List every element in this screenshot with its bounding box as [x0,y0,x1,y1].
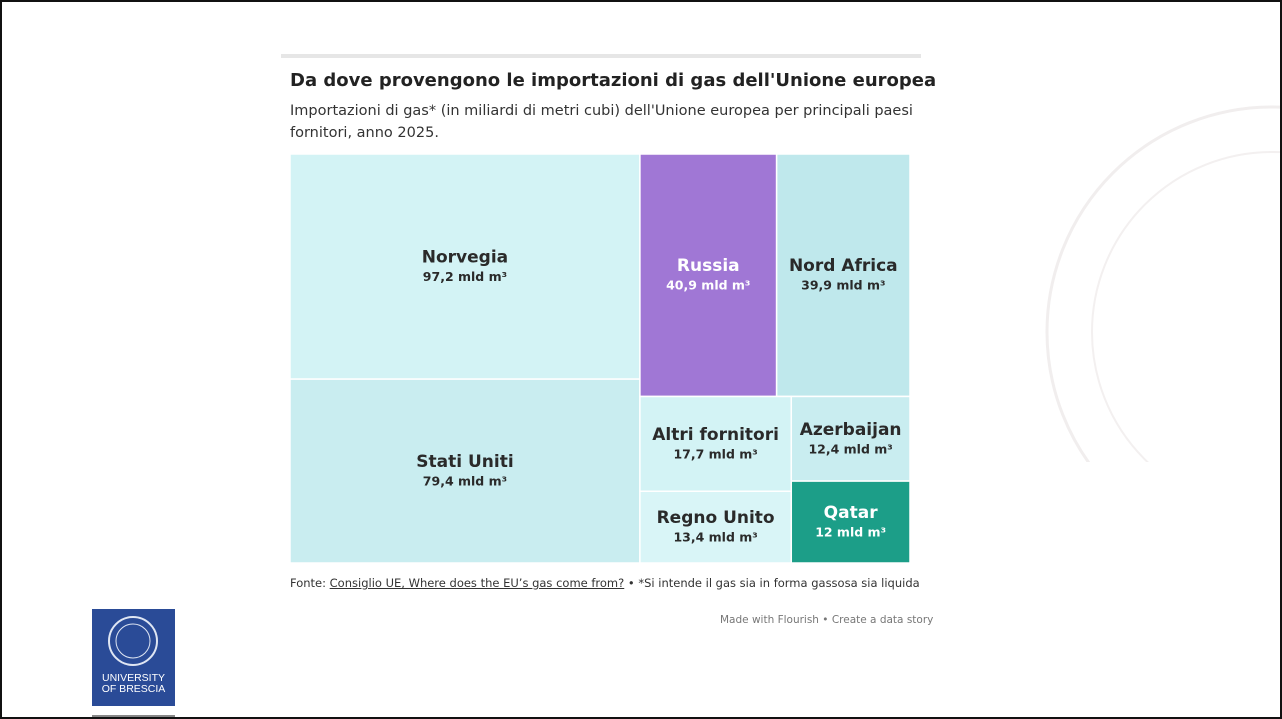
cell-value-label: 39,9 mld m³ [801,278,885,293]
source: Fonte: Consiglio UE, Where does the EU’s… [290,576,920,590]
cell-name: Norvegia [422,248,508,268]
cell-name: Nord Africa [789,256,898,276]
cell-name: Altri fornitori [652,425,779,445]
cell-value-label: 13,4 mld m³ [673,530,757,545]
source-prefix: Fonte: [290,576,326,590]
cell-name: Stati Uniti [416,452,513,472]
top-bar [281,54,921,58]
cell-value-label: 17,7 mld m³ [673,446,757,461]
logo-line: OF BRESCIA [92,684,175,695]
source-link[interactable]: Consiglio UE, Where does the EU’s gas co… [330,576,625,590]
logo-seal [92,609,175,671]
logo-text: UNIVERSITY OF BRESCIA [92,673,175,695]
cell-value-label: 12,4 mld m³ [808,441,892,456]
page: {"chart_data": {"type": "treemap", "titl… [0,0,1282,719]
source-note: • *Si intende il gas sia in forma gassos… [628,576,920,590]
cell-name: Russia [677,256,740,276]
logo-bar [92,715,175,719]
cell-name: Azerbaijan [800,420,902,440]
slide: Da dove provengono le importazioni di ga… [0,0,1282,719]
cell-value-label: 97,2 mld m³ [423,269,507,284]
cell-value-label: 79,4 mld m³ [423,474,507,489]
cell-name: Regno Unito [657,508,775,528]
cell-value-label: 12 mld m³ [815,525,886,540]
credit[interactable]: Made with Flourish • Create a data story [720,614,933,626]
university-logo: UNIVERSITY OF BRESCIA [92,609,175,706]
chart-title: Da dove provengono le importazioni di ga… [290,70,936,91]
cell-value-label: 40,9 mld m³ [666,278,750,293]
cell-name: Qatar [824,503,879,523]
watermark-seal [1042,102,1282,462]
chart-subtitle: Importazioni di gas* (in miliardi di met… [290,100,920,144]
